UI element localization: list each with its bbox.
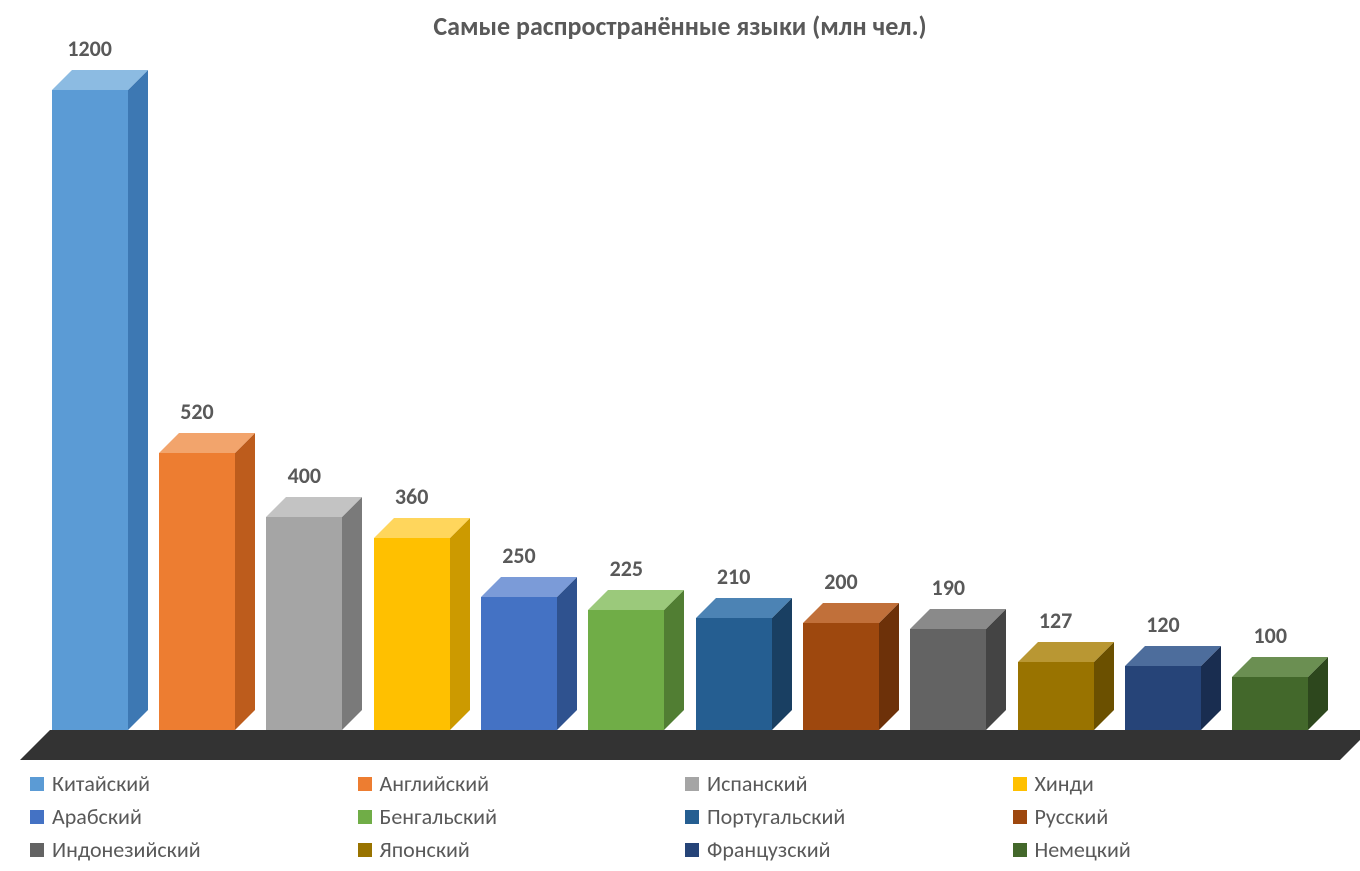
bar-group: 120 (1123, 666, 1202, 730)
legend-swatch (1013, 777, 1027, 791)
legend-label: Английский (380, 770, 490, 797)
legend-label: Индонезийский (52, 836, 201, 863)
bar (696, 618, 772, 730)
bar-group: 400 (265, 517, 344, 730)
bar-side-face (450, 518, 470, 730)
legend-swatch (30, 777, 44, 791)
bar-front-face (910, 629, 986, 730)
legend-swatch (358, 810, 372, 824)
bar (1125, 666, 1201, 730)
bar (266, 517, 342, 730)
bar (481, 597, 557, 730)
legend-item: Немецкий (1013, 836, 1331, 863)
legend-swatch (358, 843, 372, 857)
bar-front-face (52, 90, 128, 730)
bar-value-label: 520 (180, 398, 213, 425)
bar-value-label: 127 (1039, 607, 1072, 634)
bar-value-label: 360 (395, 483, 428, 510)
legend-swatch (1013, 810, 1027, 824)
bar-value-label: 225 (610, 555, 643, 582)
legend-label: Русский (1035, 803, 1109, 830)
bar-group: 200 (801, 623, 880, 730)
legend-label: Японский (380, 836, 470, 863)
bar-side-face (879, 603, 899, 730)
bar-side-face (235, 433, 255, 730)
legend-swatch (30, 810, 44, 824)
bar (1232, 677, 1308, 730)
legend-label: Арабский (52, 803, 142, 830)
legend-item: Английский (358, 770, 676, 797)
bar (52, 90, 128, 730)
bar-side-face (772, 598, 792, 730)
bar-group: 520 (157, 453, 236, 730)
legend-item: Арабский (30, 803, 348, 830)
bar-side-face (128, 70, 148, 730)
bar-front-face (696, 618, 772, 730)
bar-front-face (374, 538, 450, 730)
bar-group: 210 (694, 618, 773, 730)
bar-group: 127 (1016, 662, 1095, 730)
bar (910, 629, 986, 730)
legend-label: Испанский (707, 770, 807, 797)
legend-swatch (358, 777, 372, 791)
legend-item: Испанский (685, 770, 1003, 797)
chart-floor (20, 730, 1360, 760)
bar-side-face (986, 609, 1006, 730)
legend-item: Хинди (1013, 770, 1331, 797)
bar (159, 453, 235, 730)
bar-front-face (266, 517, 342, 730)
legend-item: Индонезийский (30, 836, 348, 863)
bar-group: 190 (909, 629, 988, 730)
bar-front-face (481, 597, 557, 730)
bar-value-label: 200 (824, 568, 857, 595)
bar-group: 100 (1231, 677, 1310, 730)
plot-area: 1200 520 400 360 250 225 210 200 190 127 120 100 (20, 50, 1340, 760)
bar-side-face (342, 497, 362, 730)
legend-label: Немецкий (1035, 836, 1131, 863)
bar-value-label: 100 (1254, 622, 1287, 649)
legend-item: Русский (1013, 803, 1331, 830)
legend-item: Португальский (685, 803, 1003, 830)
bar-group: 250 (479, 597, 558, 730)
bar-side-face (557, 577, 577, 730)
legend: Китайский Английский Испанский Хинди Арабски… (30, 770, 1330, 863)
legend-label: Бенгальский (380, 803, 497, 830)
legend-item: Бенгальский (358, 803, 676, 830)
bar-value-label: 210 (717, 563, 750, 590)
bar (374, 538, 450, 730)
legend-swatch (1013, 843, 1027, 857)
bar-value-label: 1200 (67, 35, 112, 62)
languages-bar-chart: Самые распространённые языки (млн чел.) … (0, 0, 1360, 871)
bar-front-face (803, 623, 879, 730)
legend-item: Китайский (30, 770, 348, 797)
bar-front-face (1232, 677, 1308, 730)
legend-swatch (685, 777, 699, 791)
legend-label: Португальский (707, 803, 845, 830)
bar-group: 1200 (50, 90, 129, 730)
legend-label: Хинди (1035, 770, 1094, 797)
bar-front-face (159, 453, 235, 730)
legend-swatch (685, 843, 699, 857)
bar-group: 360 (372, 538, 451, 730)
legend-label: Французский (707, 836, 830, 863)
bar (1018, 662, 1094, 730)
legend-swatch (685, 810, 699, 824)
legend-swatch (30, 843, 44, 857)
bar-value-label: 250 (502, 542, 535, 569)
bar-front-face (588, 610, 664, 730)
bar-side-face (664, 590, 684, 730)
legend-label: Китайский (52, 770, 150, 797)
bar-value-label: 400 (288, 462, 321, 489)
legend-item: Японский (358, 836, 676, 863)
bar-value-label: 120 (1146, 611, 1179, 638)
bar-front-face (1125, 666, 1201, 730)
bars-container: 1200 520 400 360 250 225 210 200 190 127 120 100 (50, 50, 1310, 730)
bar-front-face (1018, 662, 1094, 730)
chart-title: Самые распространённые языки (млн чел.) (0, 0, 1360, 42)
bar-value-label: 190 (932, 574, 965, 601)
bar (803, 623, 879, 730)
bar-group: 225 (587, 610, 666, 730)
bar (588, 610, 664, 730)
legend-item: Французский (685, 836, 1003, 863)
